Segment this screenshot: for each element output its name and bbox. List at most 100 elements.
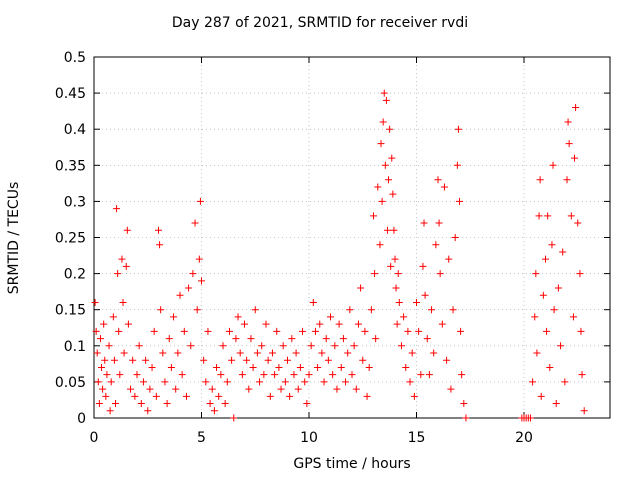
data-point bbox=[574, 219, 582, 227]
data-point bbox=[365, 363, 373, 371]
y-tick-label: 0.1 bbox=[64, 339, 86, 355]
data-point bbox=[137, 400, 145, 408]
data-point bbox=[395, 298, 403, 306]
data-point bbox=[318, 349, 326, 357]
y-tick-label: 0.4 bbox=[64, 122, 86, 138]
data-point bbox=[142, 356, 150, 364]
data-point bbox=[189, 270, 197, 278]
data-point bbox=[213, 363, 221, 371]
data-point bbox=[100, 320, 108, 328]
data-point bbox=[148, 363, 156, 371]
data-point bbox=[109, 313, 117, 321]
data-point bbox=[309, 298, 317, 306]
data-point bbox=[112, 400, 119, 408]
data-point bbox=[458, 371, 466, 379]
data-point bbox=[559, 248, 567, 256]
y-tick-label: 0.2 bbox=[64, 267, 86, 283]
data-point bbox=[200, 356, 208, 364]
data-point bbox=[191, 219, 199, 227]
data-point bbox=[438, 320, 446, 328]
data-point bbox=[241, 320, 248, 328]
data-point bbox=[119, 298, 127, 306]
data-point bbox=[307, 342, 315, 350]
data-point bbox=[387, 262, 395, 270]
data-point bbox=[445, 255, 453, 263]
data-point bbox=[372, 335, 380, 343]
data-point bbox=[537, 392, 545, 400]
data-point bbox=[114, 270, 122, 278]
data-point bbox=[449, 306, 457, 314]
data-point bbox=[400, 313, 408, 321]
data-point bbox=[251, 306, 259, 314]
data-point bbox=[234, 313, 242, 321]
data-point bbox=[185, 284, 193, 292]
data-point bbox=[180, 327, 188, 335]
data-point bbox=[95, 400, 103, 408]
x-axis: 0 5 10 15 20 bbox=[90, 57, 533, 446]
data-point bbox=[443, 356, 451, 364]
data-point bbox=[413, 298, 420, 306]
data-point bbox=[122, 262, 130, 270]
data-point bbox=[176, 291, 184, 299]
data-point bbox=[382, 96, 390, 104]
data-point bbox=[311, 327, 319, 335]
data-point bbox=[420, 219, 428, 227]
chart-title: Day 287 of 2021, SRMTID for receiver rvd… bbox=[171, 15, 469, 31]
data-point bbox=[155, 226, 162, 234]
data-point bbox=[314, 363, 322, 371]
data-point bbox=[294, 385, 302, 393]
data-point bbox=[370, 212, 377, 220]
data-point bbox=[156, 241, 164, 249]
data-point bbox=[107, 378, 115, 386]
data-point bbox=[406, 378, 414, 386]
data-point bbox=[578, 371, 586, 379]
data-point bbox=[379, 118, 387, 126]
x-tick-label: 5 bbox=[197, 430, 206, 446]
data-point bbox=[139, 378, 147, 386]
data-point bbox=[544, 212, 552, 220]
data-point bbox=[542, 255, 549, 263]
data-point bbox=[435, 219, 443, 227]
data-point bbox=[377, 140, 385, 148]
data-point bbox=[129, 356, 137, 364]
data-point bbox=[451, 234, 459, 241]
data-point bbox=[102, 392, 110, 400]
data-point bbox=[533, 349, 541, 357]
data-point bbox=[352, 385, 360, 393]
y-axis: 0 0.05 0.1 0.15 0.2 0.25 0.3 0.35 0.4 0.45 0.5 bbox=[55, 50, 610, 427]
data-point bbox=[170, 313, 178, 321]
data-point bbox=[462, 414, 470, 422]
data-point bbox=[391, 255, 399, 263]
data-point bbox=[271, 371, 279, 379]
data-point bbox=[402, 363, 410, 371]
data-point bbox=[245, 385, 253, 393]
y-tick-label: 0 bbox=[77, 411, 86, 427]
data-point bbox=[367, 306, 375, 314]
data-point bbox=[539, 291, 547, 299]
data-point bbox=[210, 407, 218, 415]
data-point bbox=[447, 385, 455, 393]
data-point bbox=[266, 392, 274, 400]
data-point bbox=[342, 378, 350, 386]
data-point bbox=[550, 306, 558, 314]
data-point bbox=[243, 356, 251, 364]
data-point bbox=[393, 320, 401, 328]
data-point bbox=[532, 270, 540, 278]
data-point bbox=[249, 363, 257, 371]
data-point bbox=[305, 371, 313, 379]
data-point bbox=[316, 320, 324, 328]
x-tick-label: 15 bbox=[408, 430, 426, 446]
data-point bbox=[385, 176, 393, 184]
data-point bbox=[440, 183, 448, 191]
data-point bbox=[215, 392, 223, 400]
data-point bbox=[388, 154, 396, 162]
data-point bbox=[346, 306, 354, 314]
data-point bbox=[339, 335, 347, 343]
data-point bbox=[434, 176, 442, 184]
data-point bbox=[460, 400, 468, 408]
data-point bbox=[223, 378, 231, 386]
data-point bbox=[105, 342, 113, 350]
y-tick-label: 0.35 bbox=[55, 158, 86, 174]
data-point bbox=[264, 356, 272, 364]
